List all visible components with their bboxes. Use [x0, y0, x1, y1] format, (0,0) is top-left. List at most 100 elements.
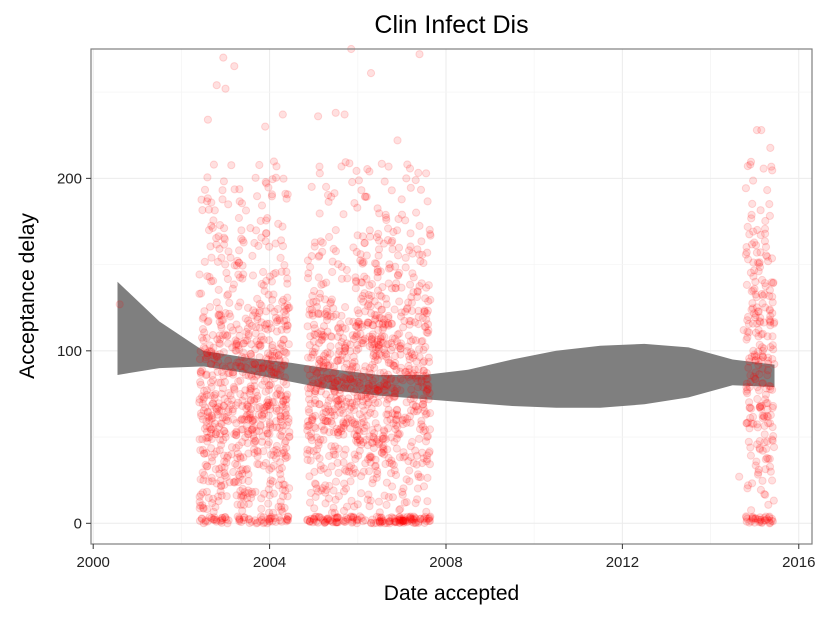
data-point: [413, 484, 422, 493]
data-point: [264, 290, 273, 299]
data-point: [241, 314, 250, 323]
data-point: [363, 318, 372, 327]
data-point: [307, 182, 316, 191]
data-point: [376, 334, 385, 343]
data-point: [319, 331, 328, 340]
data-point: [198, 415, 207, 424]
data-point: [743, 327, 752, 336]
data-point: [757, 401, 766, 411]
data-point: [417, 420, 426, 429]
data-point: [407, 385, 416, 394]
data-point: [279, 335, 288, 344]
data-point: [253, 312, 262, 322]
data-point: [422, 315, 431, 324]
data-point: [307, 429, 316, 438]
data-point: [418, 250, 427, 259]
data-point: [212, 428, 221, 437]
data-point: [751, 356, 760, 365]
data-point: [346, 347, 355, 356]
data-point: [310, 324, 319, 333]
data-point: [324, 361, 333, 370]
data-point: [396, 516, 405, 525]
data-point: [421, 410, 430, 419]
data-point: [413, 287, 422, 296]
data-point: [231, 336, 240, 345]
data-point: [260, 489, 269, 498]
data-point: [242, 363, 251, 372]
data-point: [264, 396, 273, 405]
data-point: [380, 385, 389, 394]
data-point: [422, 283, 431, 292]
data-point: [365, 332, 374, 341]
data-point: [315, 289, 324, 298]
data-point: [327, 508, 337, 517]
data-point: [742, 517, 751, 526]
data-point: [313, 518, 323, 527]
data-point: [216, 517, 225, 526]
data-point: [367, 280, 377, 289]
data-point: [199, 476, 208, 485]
data-point: [751, 514, 760, 523]
data-point: [326, 516, 335, 525]
data-point: [311, 517, 321, 526]
data-point: [308, 309, 317, 318]
data-point: [260, 403, 270, 412]
data-point: [425, 357, 434, 366]
data-point: [305, 517, 315, 526]
data-point: [234, 470, 243, 479]
data-point: [743, 389, 752, 398]
data-point: [196, 446, 205, 455]
data-point: [274, 384, 283, 393]
data-point: [745, 518, 754, 527]
data-point: [221, 513, 230, 522]
data-point: [396, 341, 405, 350]
data-point: [255, 323, 264, 332]
data-point: [342, 354, 351, 363]
data-point: [218, 186, 227, 195]
data-point: [212, 479, 221, 488]
data-point: [231, 459, 240, 468]
data-point: [374, 267, 383, 276]
data-point: [388, 384, 398, 393]
data-point: [308, 365, 317, 374]
data-point: [360, 238, 369, 247]
data-point: [413, 245, 422, 254]
data-point: [208, 399, 218, 408]
data-point: [392, 279, 401, 288]
data-point: [413, 377, 423, 386]
data-point: [319, 409, 328, 418]
data-point: [341, 419, 351, 428]
data-point: [312, 369, 321, 378]
data-point: [278, 492, 288, 501]
data-point: [391, 376, 400, 385]
data-point: [404, 457, 413, 466]
data-point: [357, 294, 366, 303]
data-point: [364, 379, 373, 389]
data-point: [247, 404, 256, 414]
data-point: [423, 320, 433, 329]
data-point: [244, 477, 253, 486]
data-point: [217, 513, 227, 522]
data-point: [760, 430, 769, 439]
data-point: [249, 415, 258, 425]
data-point: [753, 394, 762, 404]
data-point: [269, 347, 278, 356]
data-point: [215, 469, 224, 478]
data-point: [763, 437, 772, 446]
data-point: [409, 335, 418, 344]
data-point: [373, 337, 382, 346]
data-point: [227, 395, 236, 404]
data-point: [313, 329, 322, 338]
data-point: [423, 374, 432, 383]
data-point: [333, 428, 342, 437]
data-point: [218, 331, 227, 340]
data-point: [275, 516, 285, 525]
data-point: [389, 361, 398, 370]
data-point: [199, 503, 208, 512]
data-point: [765, 211, 775, 220]
data-point: [410, 318, 419, 327]
data-point: [414, 383, 423, 392]
data-point: [240, 513, 249, 522]
data-point: [387, 319, 397, 328]
data-point: [406, 229, 415, 238]
